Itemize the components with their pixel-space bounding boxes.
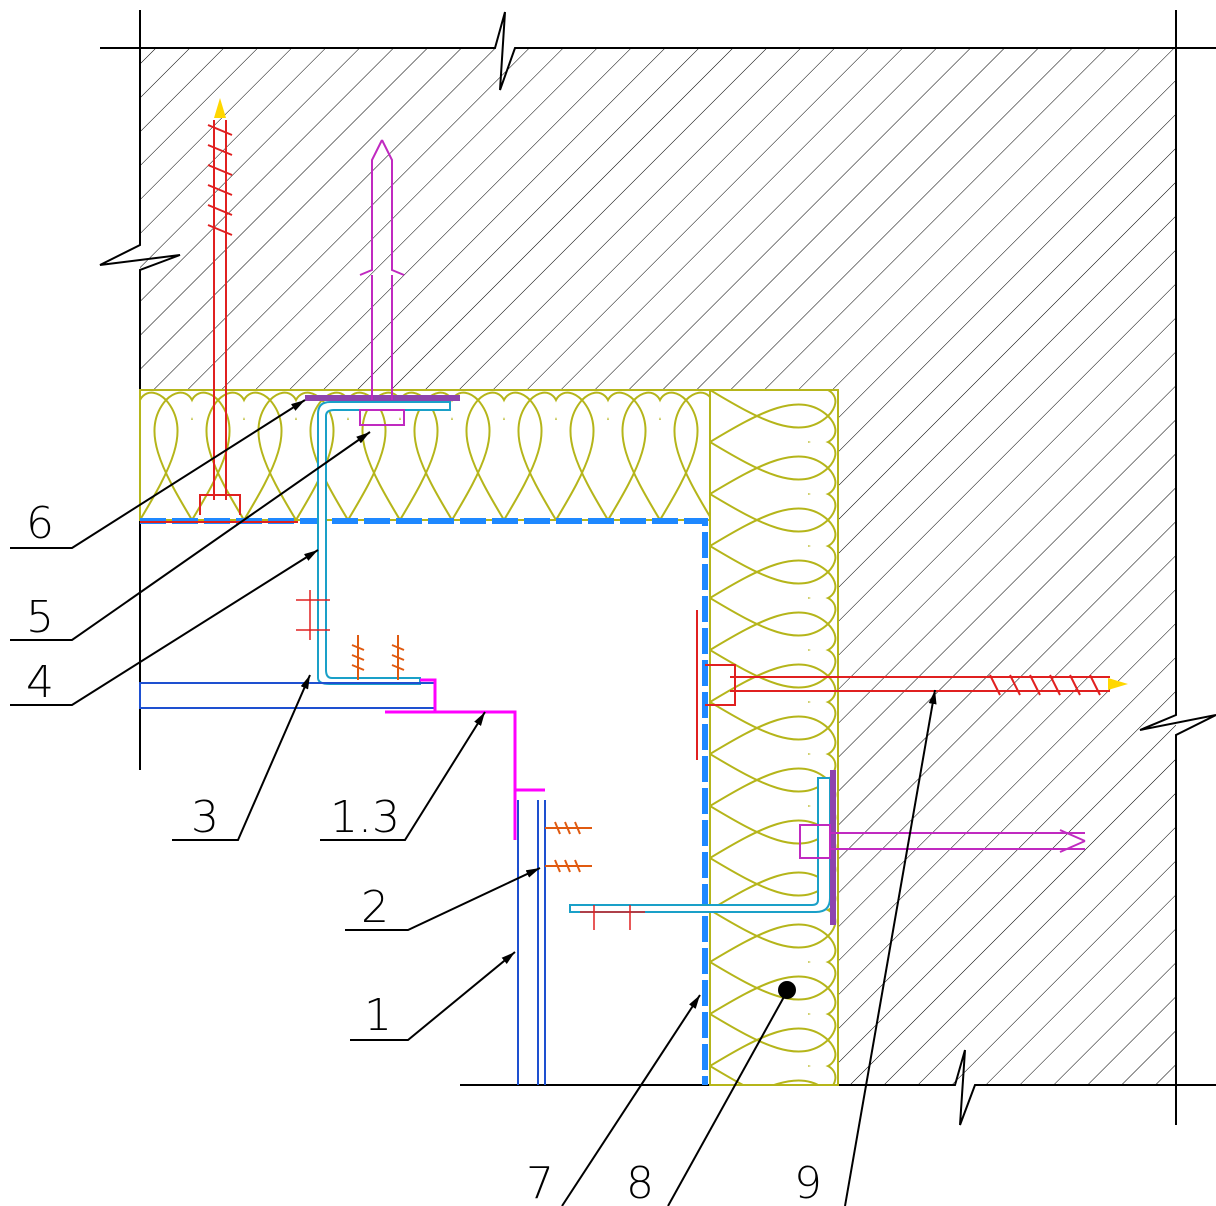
gasket xyxy=(830,770,836,925)
profile xyxy=(139,682,436,709)
rivet xyxy=(296,590,645,930)
insulation xyxy=(139,389,711,521)
label: 7 xyxy=(526,1158,554,1206)
label: 5 xyxy=(26,592,54,643)
bracket xyxy=(317,401,451,685)
label: 2 xyxy=(361,882,389,933)
membrane xyxy=(140,518,708,1085)
label: 3 xyxy=(191,792,219,843)
dot xyxy=(778,981,796,999)
gasket xyxy=(305,395,460,401)
anchor xyxy=(359,139,1086,859)
label: 1 xyxy=(364,990,392,1041)
label: 4 xyxy=(26,657,54,708)
break-line xyxy=(99,10,181,770)
profile xyxy=(517,800,546,1085)
break-line xyxy=(460,1049,1216,1126)
screw xyxy=(351,635,592,873)
break-line xyxy=(100,11,1216,91)
label: 9 xyxy=(794,1158,822,1206)
bracket xyxy=(569,777,831,913)
corner-profile xyxy=(385,678,545,840)
label: 1.3 xyxy=(330,792,400,843)
label: 6 xyxy=(26,498,54,549)
concrete xyxy=(140,48,1176,1085)
break-line xyxy=(1139,10,1216,1125)
leader xyxy=(10,399,937,1206)
insulation-dowel xyxy=(140,120,1110,760)
label: 8 xyxy=(626,1158,654,1206)
insulation xyxy=(709,389,839,1086)
